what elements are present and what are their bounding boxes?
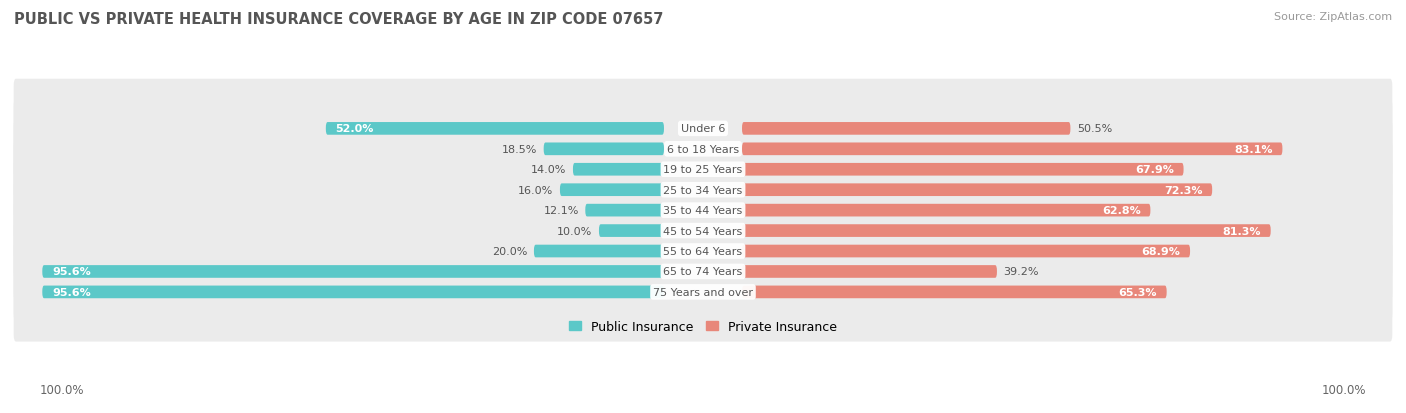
Text: Source: ZipAtlas.com: Source: ZipAtlas.com: [1274, 12, 1392, 22]
Text: 81.3%: 81.3%: [1222, 226, 1261, 236]
Text: 6 to 18 Years: 6 to 18 Years: [666, 145, 740, 154]
Text: 65 to 74 Years: 65 to 74 Years: [664, 267, 742, 277]
Text: 35 to 44 Years: 35 to 44 Years: [664, 206, 742, 216]
Text: 52.0%: 52.0%: [336, 124, 374, 134]
Text: 50.5%: 50.5%: [1077, 124, 1112, 134]
FancyBboxPatch shape: [742, 123, 1070, 135]
FancyBboxPatch shape: [742, 286, 1167, 299]
Text: 83.1%: 83.1%: [1234, 145, 1272, 154]
FancyBboxPatch shape: [14, 80, 1392, 178]
FancyBboxPatch shape: [14, 243, 1392, 342]
FancyBboxPatch shape: [534, 245, 664, 258]
Text: 12.1%: 12.1%: [543, 206, 579, 216]
Text: 10.0%: 10.0%: [557, 226, 592, 236]
FancyBboxPatch shape: [42, 286, 664, 299]
Text: 39.2%: 39.2%: [1004, 267, 1039, 277]
FancyBboxPatch shape: [42, 266, 664, 278]
FancyBboxPatch shape: [742, 245, 1189, 258]
FancyBboxPatch shape: [326, 123, 664, 135]
Text: 18.5%: 18.5%: [502, 145, 537, 154]
FancyBboxPatch shape: [599, 225, 664, 237]
Text: 20.0%: 20.0%: [492, 247, 527, 256]
FancyBboxPatch shape: [560, 184, 664, 197]
FancyBboxPatch shape: [742, 143, 1282, 156]
FancyBboxPatch shape: [742, 184, 1212, 197]
Legend: Public Insurance, Private Insurance: Public Insurance, Private Insurance: [568, 320, 838, 333]
FancyBboxPatch shape: [14, 161, 1392, 260]
FancyBboxPatch shape: [585, 204, 664, 217]
Text: 75 Years and over: 75 Years and over: [652, 287, 754, 297]
Text: 14.0%: 14.0%: [531, 165, 567, 175]
FancyBboxPatch shape: [742, 225, 1271, 237]
Text: 95.6%: 95.6%: [52, 287, 91, 297]
Text: 62.8%: 62.8%: [1102, 206, 1140, 216]
Text: Under 6: Under 6: [681, 124, 725, 134]
Text: 72.3%: 72.3%: [1164, 185, 1202, 195]
Text: 95.6%: 95.6%: [52, 267, 91, 277]
Text: 25 to 34 Years: 25 to 34 Years: [664, 185, 742, 195]
FancyBboxPatch shape: [742, 164, 1184, 176]
Text: 67.9%: 67.9%: [1135, 165, 1174, 175]
FancyBboxPatch shape: [14, 100, 1392, 199]
Text: 16.0%: 16.0%: [519, 185, 554, 195]
FancyBboxPatch shape: [14, 141, 1392, 240]
FancyBboxPatch shape: [14, 120, 1392, 219]
FancyBboxPatch shape: [742, 204, 1150, 217]
FancyBboxPatch shape: [544, 143, 664, 156]
FancyBboxPatch shape: [14, 202, 1392, 301]
FancyBboxPatch shape: [572, 164, 664, 176]
Text: 19 to 25 Years: 19 to 25 Years: [664, 165, 742, 175]
Text: 55 to 64 Years: 55 to 64 Years: [664, 247, 742, 256]
FancyBboxPatch shape: [14, 222, 1392, 321]
Text: 65.3%: 65.3%: [1118, 287, 1157, 297]
Text: 100.0%: 100.0%: [39, 384, 84, 396]
Text: 100.0%: 100.0%: [1322, 384, 1367, 396]
FancyBboxPatch shape: [14, 181, 1392, 280]
Text: 45 to 54 Years: 45 to 54 Years: [664, 226, 742, 236]
FancyBboxPatch shape: [742, 266, 997, 278]
Text: 68.9%: 68.9%: [1142, 247, 1180, 256]
Text: PUBLIC VS PRIVATE HEALTH INSURANCE COVERAGE BY AGE IN ZIP CODE 07657: PUBLIC VS PRIVATE HEALTH INSURANCE COVER…: [14, 12, 664, 27]
